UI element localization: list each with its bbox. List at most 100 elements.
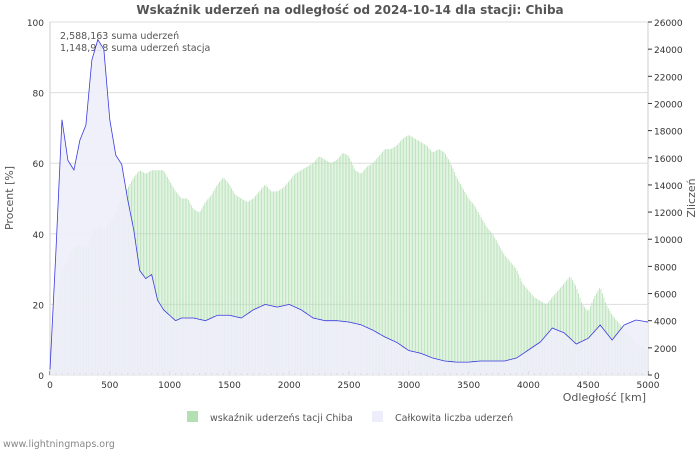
bar [455, 175, 457, 375]
legend-swatch-total [372, 411, 383, 422]
bar [569, 277, 570, 375]
bar [483, 222, 485, 375]
bar [430, 149, 431, 375]
bar [579, 297, 581, 375]
bar [563, 284, 564, 375]
bar [226, 181, 228, 375]
bar [446, 156, 448, 375]
bar [427, 146, 428, 375]
bar [189, 202, 191, 375]
bar [482, 220, 484, 375]
bar [142, 172, 144, 375]
bar [193, 209, 195, 375]
bar [410, 136, 412, 375]
bar [380, 153, 382, 375]
x-tick-label: 3500 [457, 381, 480, 391]
bar [525, 287, 527, 375]
bar [160, 170, 162, 375]
bar [340, 155, 342, 375]
bar [184, 198, 186, 375]
bar [465, 194, 467, 375]
bar [389, 149, 391, 375]
bar [439, 149, 440, 375]
bar [225, 179, 227, 375]
bar [377, 157, 379, 375]
bar [286, 183, 288, 375]
bar [280, 189, 282, 375]
bar [187, 199, 189, 375]
bar [308, 165, 310, 375]
bar [144, 173, 146, 375]
bar [572, 280, 573, 375]
bar [350, 161, 352, 375]
bar [449, 161, 451, 375]
bar [421, 142, 422, 375]
bar [268, 188, 270, 375]
bar [540, 301, 542, 375]
bar [497, 243, 499, 375]
bar [522, 284, 524, 375]
bar [256, 194, 258, 375]
bar [190, 205, 192, 375]
bar [250, 199, 252, 375]
bar [313, 162, 315, 375]
bar [174, 190, 176, 375]
x-axis-label: Odległość [km] [563, 391, 646, 404]
bar [365, 167, 367, 375]
bar [394, 146, 396, 375]
bar [282, 188, 283, 375]
bar [153, 170, 155, 375]
bar [392, 147, 394, 375]
bar [276, 191, 277, 375]
bar [326, 160, 328, 375]
x-tick-label: 4500 [577, 381, 600, 391]
y2-tick-label: 4000 [654, 318, 677, 328]
bar [566, 280, 567, 375]
bar [373, 162, 375, 375]
bar [240, 198, 242, 375]
bar [237, 196, 239, 375]
bar [292, 176, 294, 375]
bar [265, 185, 267, 375]
bar [329, 162, 331, 375]
bar [477, 212, 479, 375]
bar [216, 185, 218, 375]
bar [253, 197, 255, 375]
bar [288, 181, 289, 375]
bar [199, 211, 201, 375]
bar [325, 160, 327, 375]
bar [259, 190, 261, 375]
bar [249, 200, 251, 375]
bar [436, 150, 437, 375]
bar [401, 139, 403, 375]
bar [246, 201, 248, 375]
bar [355, 170, 357, 375]
bar [440, 150, 442, 375]
bar [400, 141, 402, 375]
bar [255, 195, 257, 375]
bar [196, 211, 198, 375]
bar [165, 174, 167, 375]
bar [512, 264, 514, 375]
bar [542, 302, 544, 375]
footer-link[interactable]: www.lightningmaps.org [3, 439, 115, 450]
bar [163, 171, 165, 375]
y2-tick-label: 24000 [654, 46, 683, 56]
bar [247, 201, 249, 375]
bar [376, 158, 378, 375]
bar [491, 232, 493, 375]
bar [320, 157, 322, 375]
y-tick-label: 40 [33, 231, 45, 241]
y2-tick-label: 18000 [654, 128, 683, 138]
bar [162, 170, 164, 375]
bar [210, 195, 212, 375]
bar [494, 237, 496, 375]
y-tick-label: 100 [27, 19, 44, 29]
bar [335, 160, 337, 375]
bar [456, 178, 458, 375]
bar [159, 170, 161, 375]
bar [154, 170, 156, 375]
bar [192, 207, 194, 375]
bar [231, 188, 233, 375]
